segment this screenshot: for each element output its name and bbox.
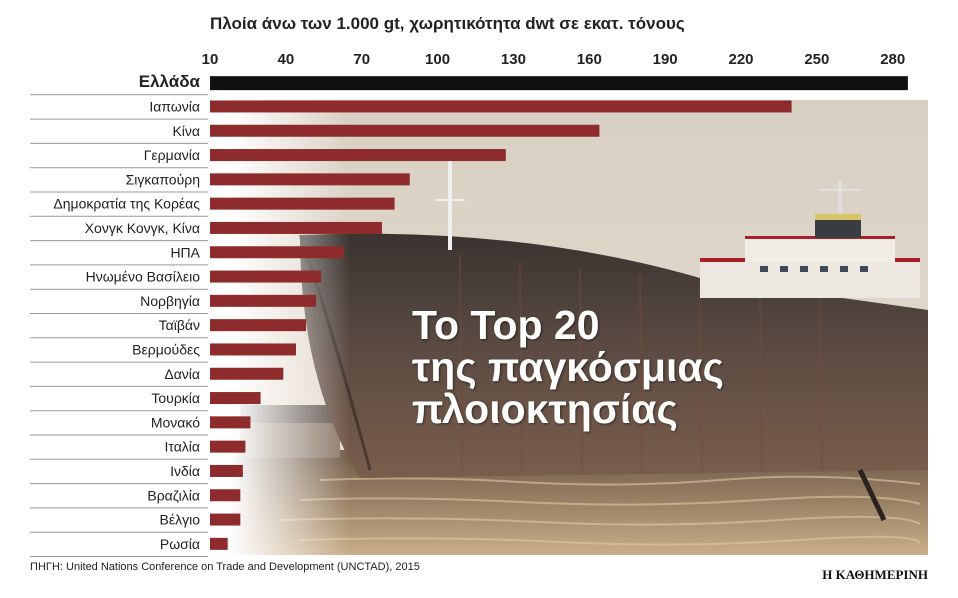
- x-tick-label: 280: [880, 51, 905, 68]
- bar: [210, 100, 792, 113]
- bar: [210, 416, 251, 429]
- headline: Το Top 20 της παγκόσμιας πλοιοκτησίας: [412, 304, 724, 430]
- bar: [210, 173, 410, 186]
- source-note: ΠΗΓΗ: United Nations Conference on Trade…: [30, 561, 420, 573]
- bar: [210, 124, 600, 137]
- bar: [210, 197, 395, 210]
- bar: [210, 392, 261, 405]
- category-label: Βερμούδες: [132, 341, 200, 357]
- bar: [210, 489, 241, 502]
- x-tick-label: 220: [728, 51, 753, 68]
- category-label: Σιγκαπούρη: [126, 171, 200, 187]
- bar: [210, 537, 228, 550]
- bar: [210, 367, 284, 380]
- x-tick-label: 250: [804, 51, 829, 68]
- category-label: ΗΠΑ: [170, 244, 200, 260]
- category-label: Δανία: [164, 366, 200, 382]
- category-label: Τουρκία: [151, 390, 200, 406]
- x-tick-label: 160: [577, 51, 602, 68]
- bar: [210, 464, 243, 477]
- x-tick-label: 100: [425, 51, 450, 68]
- bar: [210, 270, 322, 283]
- category-label: Ιταλία: [164, 439, 200, 455]
- category-label: Δημοκρατία της Κορέας: [53, 196, 200, 212]
- category-label: Μονακό: [151, 414, 200, 430]
- bar: [210, 440, 246, 453]
- x-tick-label: 190: [653, 51, 678, 68]
- category-label: Ταϊβάν: [159, 317, 200, 333]
- category-label: Ιαπωνία: [149, 98, 200, 114]
- headline-line-1: Το Top 20: [412, 302, 600, 348]
- x-tick-label: 10: [202, 51, 219, 68]
- bar: [210, 246, 345, 259]
- category-label: Βέλγιο: [160, 512, 201, 528]
- x-tick-label: 70: [353, 51, 370, 68]
- bar: [210, 149, 506, 162]
- category-label: Βραζιλία: [147, 487, 200, 503]
- category-label: Ρωσία: [160, 536, 200, 552]
- chart-subtitle: Πλοία άνω των 1.000 gt, χωρητικότητα dwt…: [210, 14, 685, 33]
- category-label: Ελλάδα: [139, 72, 201, 91]
- bar: [210, 221, 382, 234]
- bar: [210, 343, 296, 356]
- category-label: Ηνωμένο Βασίλειο: [86, 269, 201, 285]
- bar: [210, 76, 908, 91]
- category-label: Κίνα: [172, 123, 200, 139]
- publisher-logo: Η ΚΑΘΗΜΕΡΙΝΗ: [822, 567, 928, 582]
- headline-line-3: πλοιοκτησίας: [412, 386, 678, 432]
- bar: [210, 294, 317, 307]
- category-label: Γερμανία: [144, 147, 200, 163]
- category-label: Ινδία: [170, 463, 200, 479]
- x-tick-label: 130: [501, 51, 526, 68]
- headline-line-2: της παγκόσμιας: [412, 344, 724, 390]
- x-tick-label: 40: [278, 51, 295, 68]
- category-label: Νορβηγία: [140, 293, 200, 309]
- bar: [210, 319, 307, 332]
- bar: [210, 513, 241, 526]
- category-label: Χονγκ Κονγκ, Κίνα: [85, 220, 200, 236]
